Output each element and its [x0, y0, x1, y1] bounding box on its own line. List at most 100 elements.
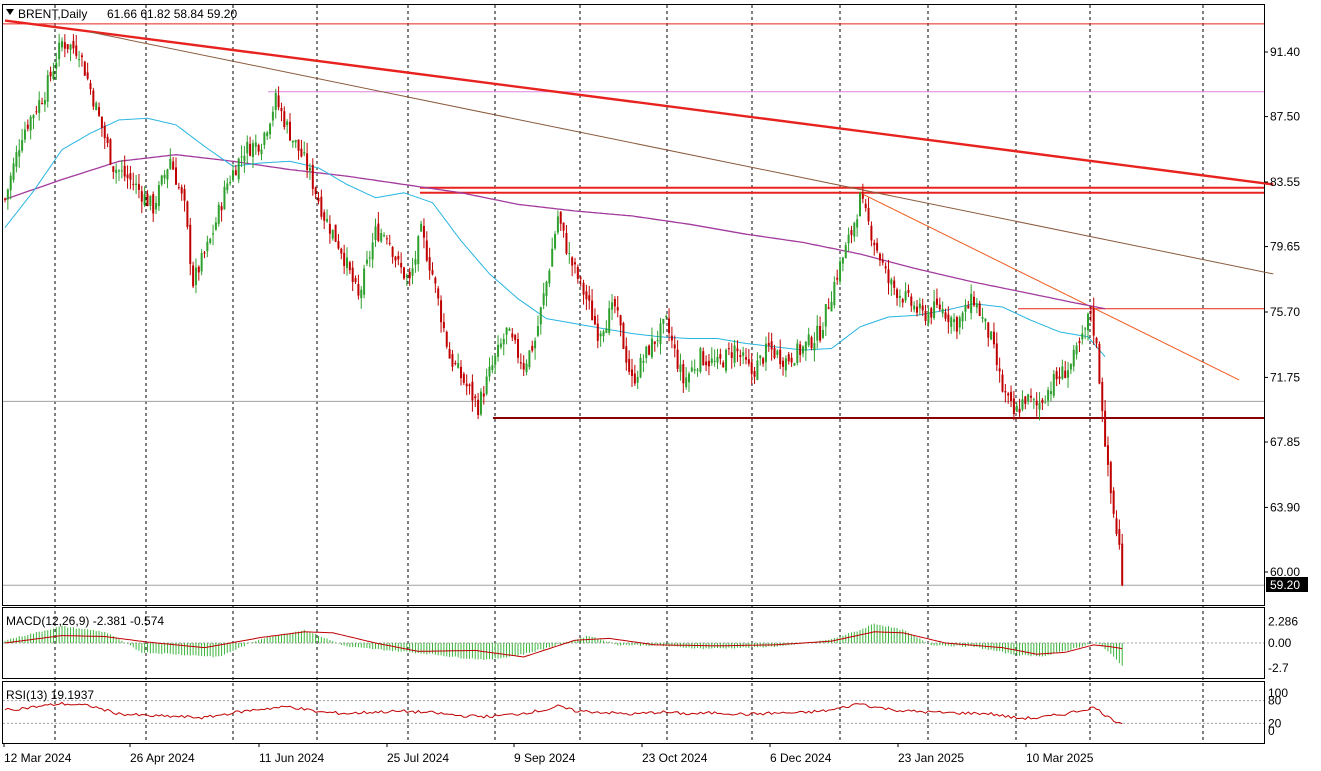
bear-candle: [132, 183, 135, 185]
bull-candle: [699, 348, 702, 372]
bull-candle: [816, 325, 819, 341]
bull-candle: [975, 303, 978, 308]
bear-candle: [565, 233, 568, 254]
bear-candle: [585, 291, 588, 300]
bear-candle: [314, 187, 317, 194]
bear-candle: [357, 283, 360, 296]
bull-candle: [690, 367, 693, 372]
bear-candle: [448, 348, 451, 359]
bull-candle: [294, 140, 297, 143]
bull-candle: [602, 331, 605, 337]
date-tick-label: 12 Mar 2024: [4, 751, 72, 765]
bear-candle: [593, 315, 596, 325]
bull-candle: [534, 340, 537, 349]
bull-candle: [271, 111, 274, 121]
bear-candle: [995, 343, 998, 366]
bull-candle: [160, 175, 163, 185]
bear-candle: [998, 368, 1001, 372]
date-tick-label: 26 Apr 2024: [130, 751, 195, 765]
price-tick-label: 60.00: [1270, 565, 1300, 579]
bear-candle: [220, 206, 223, 211]
bear-candle: [400, 262, 403, 268]
bull-candle: [821, 329, 824, 338]
bear-candle: [921, 305, 924, 311]
bear-candle: [722, 362, 725, 368]
bear-candle: [631, 369, 633, 376]
bear-candle: [197, 266, 200, 273]
bear-candle: [562, 222, 565, 231]
bull-candle: [611, 302, 614, 310]
bull-candle: [659, 323, 662, 345]
bear-candle: [790, 357, 793, 363]
price-tick-label: 67.85: [1270, 435, 1300, 449]
bull-candle: [237, 158, 240, 180]
triangle-down-icon[interactable]: [6, 9, 14, 15]
bull-candle: [115, 169, 118, 174]
bull-candle: [286, 121, 289, 126]
bear-candle: [72, 40, 75, 49]
bear-candle: [799, 344, 802, 355]
bull-candle: [941, 308, 944, 314]
bear-candle: [460, 366, 462, 379]
ma-fast-line: [4, 117, 1106, 358]
bear-candle: [311, 164, 314, 189]
bull-candle: [149, 195, 152, 206]
bear-candle: [337, 241, 340, 249]
bear-candle: [152, 194, 155, 214]
bull-candle: [420, 223, 423, 232]
bear-candle: [938, 304, 941, 310]
bear-candle: [511, 333, 514, 338]
bull-candle: [485, 376, 488, 395]
macd-axis-label: -2.7: [1268, 661, 1289, 675]
bull-candle: [756, 360, 759, 380]
bull-candle: [793, 363, 796, 366]
chart-header[interactable]: BRENT,Daily 61.66 61.82 58.84 59.20: [6, 7, 237, 21]
bear-candle: [730, 352, 733, 358]
bear-candle: [183, 189, 186, 201]
bear-candle: [66, 44, 69, 50]
bull-candle: [839, 261, 842, 282]
bull-candle: [417, 236, 420, 265]
date-tick-label: 6 Dec 2024: [770, 751, 832, 765]
price-tick-label: 83.55: [1270, 175, 1300, 189]
bull-candle: [15, 152, 18, 167]
bear-candle: [1092, 308, 1095, 336]
bear-candle: [1001, 374, 1004, 392]
bull-candle: [212, 233, 215, 235]
bull-candle: [374, 226, 377, 240]
bull-candle: [981, 317, 984, 319]
bull-candle: [251, 143, 254, 157]
bear-candle: [707, 360, 710, 367]
bear-candle: [129, 173, 132, 180]
bear-candle: [98, 107, 101, 116]
bull-candle: [796, 343, 799, 364]
bear-candle: [462, 373, 465, 383]
rsi-axis-label: 100: [1268, 686, 1288, 700]
bear-candle: [947, 314, 950, 323]
bull-candle: [411, 268, 414, 276]
bear-candle: [468, 384, 471, 387]
bear-candle: [1104, 410, 1107, 447]
bull-candle: [710, 358, 713, 364]
bull-candle: [269, 123, 272, 135]
bull-candle: [1044, 402, 1047, 404]
bull-candle: [6, 189, 9, 200]
bull-candle: [163, 174, 166, 179]
bear-candle: [83, 61, 86, 76]
bull-candle: [650, 338, 653, 358]
bear-candle: [437, 288, 440, 299]
bull-candle: [9, 175, 12, 191]
bear-candle: [955, 317, 958, 332]
bear-candle: [477, 399, 480, 416]
bull-candle: [542, 293, 545, 306]
bull-candle: [688, 373, 690, 383]
bull-candle: [662, 318, 665, 324]
bull-candle: [904, 291, 907, 301]
bear-candle: [92, 90, 95, 107]
bear-candle: [283, 111, 286, 128]
bull-candle: [990, 331, 993, 340]
bull-candle: [494, 355, 497, 365]
bull-candle: [1084, 328, 1087, 330]
bull-candle: [38, 100, 41, 114]
